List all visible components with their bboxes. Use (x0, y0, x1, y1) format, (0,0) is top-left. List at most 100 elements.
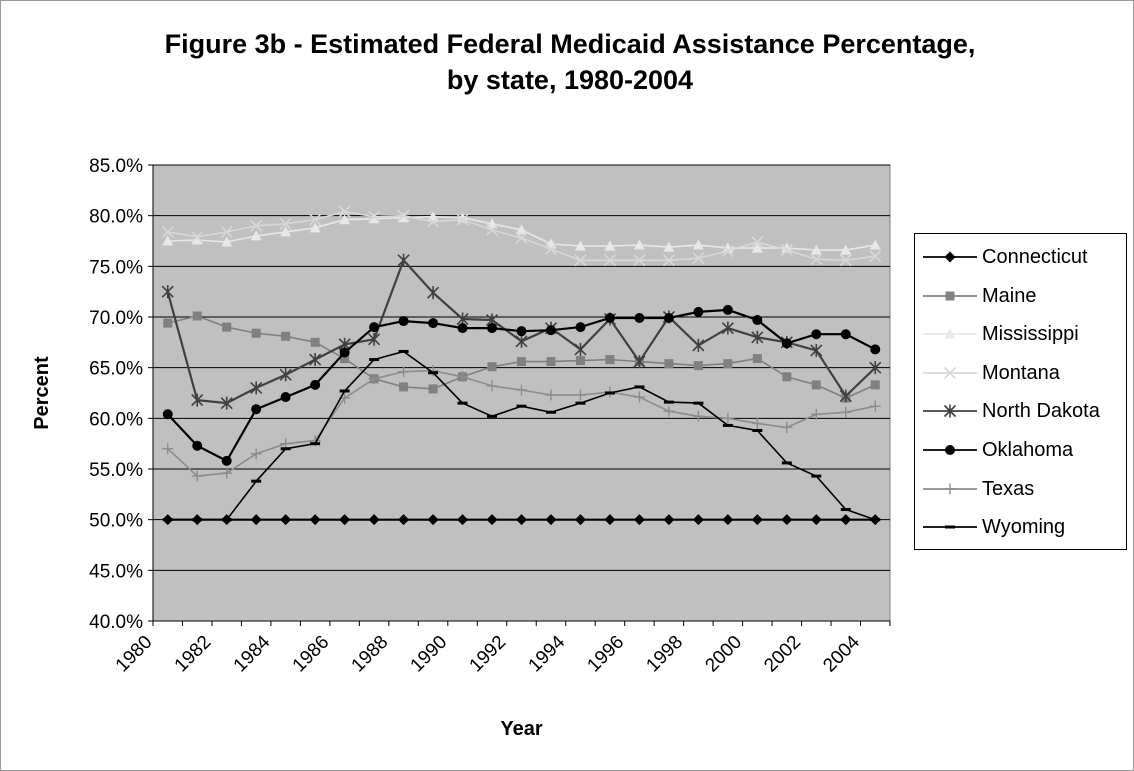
data-point-montana (751, 235, 764, 249)
data-point-wyoming (545, 410, 556, 414)
y-tick-label: 40.0% (89, 612, 143, 633)
data-point-maine (546, 357, 556, 367)
data-point-wyoming (840, 508, 851, 512)
data-point-connecticut (398, 514, 410, 526)
data-point-texas (869, 400, 881, 412)
legend-item-maine: Maine (915, 277, 1126, 315)
legend-item-texas: Texas (915, 470, 1126, 508)
data-point-maine (251, 328, 261, 338)
data-point-oklahoma (516, 326, 527, 337)
data-point-texas (692, 410, 704, 422)
series-texas (162, 365, 881, 482)
data-point-north-dakota (279, 368, 292, 382)
data-point-texas-stroke (191, 470, 203, 482)
data-point-wyoming (663, 400, 674, 404)
data-point-montana-stroke (161, 225, 174, 238)
x-tick-label: 1990 (407, 632, 452, 677)
data-point-montana-stroke (368, 210, 381, 223)
data-point-oklahoma (369, 322, 380, 333)
data-point-montana (810, 253, 823, 266)
data-point-oklahoma (545, 325, 556, 336)
data-point-north-dakota-stroke (309, 353, 322, 367)
data-point-montana-stroke (309, 213, 322, 226)
data-point-wyoming (162, 518, 173, 522)
data-point-texas (722, 412, 734, 424)
data-point-wyoming (516, 404, 527, 408)
y-tick-label: 60.0% (89, 409, 143, 430)
series-wyoming (162, 349, 881, 522)
data-point-texas (250, 448, 262, 460)
legend-label-connecticut: Connecticut (982, 246, 1088, 268)
data-point-montana (338, 205, 351, 218)
data-point-oklahoma (722, 304, 733, 315)
x-tick-label: 1986 (289, 632, 334, 677)
data-point-north-dakota-stroke (426, 286, 440, 300)
chart-title: Figure 3b - Estimated Federal Medicaid A… (60, 26, 1080, 98)
data-point-wyoming (634, 385, 645, 389)
legend-label-wyoming: Wyoming (982, 516, 1066, 539)
data-point-montana-stroke (250, 219, 263, 232)
data-point-montana (574, 254, 587, 267)
data-point-montana-stroke (397, 209, 410, 222)
legend-marker-north-dakota-stroke (943, 404, 957, 418)
data-point-texas-stroke (722, 412, 734, 424)
data-point-mississippi (398, 212, 410, 223)
data-point-north-dakota (633, 355, 646, 369)
data-point-montana-stroke (869, 250, 882, 263)
data-point-connecticut (309, 514, 321, 526)
data-point-texas (663, 405, 675, 417)
data-point-wyoming (251, 479, 262, 483)
data-point-north-dakota-stroke (279, 368, 292, 382)
data-point-north-dakota-stroke (574, 342, 587, 356)
data-point-connecticut (751, 514, 763, 526)
data-point-texas (368, 373, 380, 385)
data-point-montana-stroke (544, 243, 558, 256)
data-point-mississippi (751, 242, 763, 253)
data-point-mississippi (486, 218, 498, 229)
legend-marker-wyoming (945, 525, 955, 529)
data-point-wyoming (398, 349, 409, 353)
data-point-mississippi (250, 230, 262, 241)
data-point-maine (693, 361, 703, 371)
legend-swatch-maine (923, 291, 977, 301)
data-point-texas (398, 366, 410, 378)
data-point-north-dakota (692, 338, 705, 352)
x-tick-label: 1998 (642, 632, 687, 677)
data-point-montana-stroke (456, 213, 469, 226)
legend-marker-north-dakota (943, 404, 957, 418)
data-point-maine (870, 380, 880, 390)
data-point-oklahoma (663, 313, 674, 324)
data-point-connecticut (280, 514, 292, 526)
legend-swatch-texas (923, 483, 977, 495)
data-point-mississippi (309, 222, 321, 233)
legend-item-connecticut: Connecticut (915, 238, 1126, 276)
data-point-montana (250, 219, 263, 232)
data-point-mississippi (191, 234, 203, 245)
data-point-montana (633, 254, 646, 267)
data-point-texas-stroke (398, 366, 410, 378)
data-point-montana (456, 213, 469, 226)
data-point-montana-stroke (721, 245, 734, 258)
data-point-mississippi (368, 213, 380, 224)
data-point-north-dakota (397, 253, 410, 267)
x-axis-title: Year (500, 718, 542, 740)
data-point-texas-stroke (368, 373, 380, 385)
y-tick-label: 55.0% (89, 460, 143, 481)
data-point-mississippi (162, 235, 174, 246)
data-point-texas-stroke (516, 384, 527, 396)
data-point-texas (781, 421, 793, 433)
legend-marker-maine (945, 291, 955, 301)
data-point-oklahoma (781, 338, 792, 349)
data-point-maine (310, 337, 320, 347)
data-point-texas-stroke (574, 389, 586, 401)
data-point-montana (869, 250, 882, 263)
legend-label-maine: Maine (982, 284, 1037, 307)
legend-item-oklahoma: Oklahoma (915, 431, 1126, 469)
data-point-north-dakota (721, 321, 734, 335)
data-point-montana (692, 252, 705, 265)
data-point-mississippi (840, 244, 852, 255)
y-tick-label: 75.0% (89, 257, 143, 278)
y-axis-title: Percent (31, 356, 53, 430)
data-point-montana-stroke (751, 235, 764, 249)
data-point-maine (487, 362, 497, 372)
